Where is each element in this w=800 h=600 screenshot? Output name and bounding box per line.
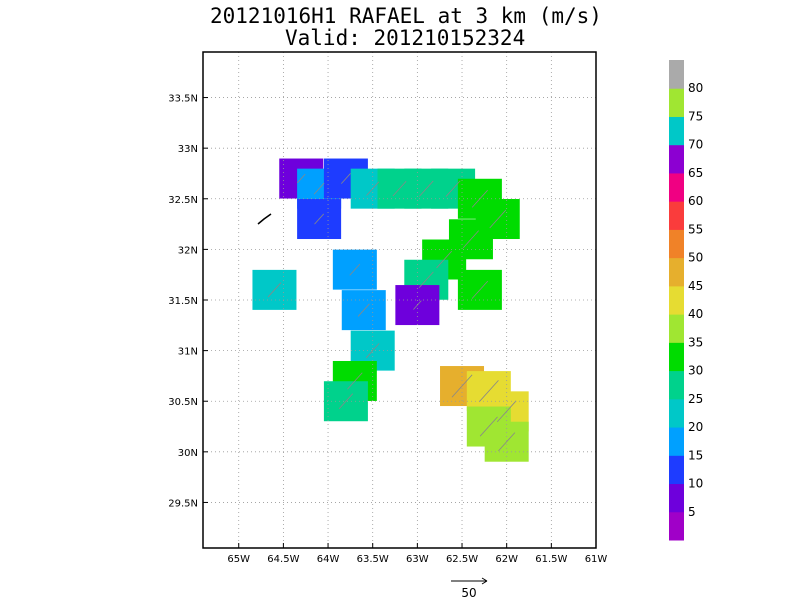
x-tick-label-4: 63W [406, 554, 429, 565]
x-tick-label-2: 64W [317, 554, 340, 565]
y-axis-ticks: 29.5N 30N 30.5N 31N 31.5N 32N 32.5N 33N 33.5N [168, 94, 208, 509]
x-axis-ticks: 65W 64.5W 64W 63.5W 63W 62.5W 62W 61.5W 61W [227, 543, 607, 565]
chart-title: 20121016H1 RAFAEL at 3 km (m/s) [210, 4, 602, 28]
wind-speed-cells [252, 158, 529, 462]
colorbar-label-1: 10 [688, 477, 703, 491]
colorbar-segment-13 [669, 144, 684, 174]
colorbar-segment-8 [669, 285, 684, 315]
wind-vector-15 [349, 263, 361, 276]
colorbar-label-7: 40 [688, 307, 703, 321]
colorbar-segment-0 [669, 511, 684, 541]
island-mark [257, 213, 272, 225]
colorbar-segment-11 [669, 201, 684, 230]
wind-vector-24 [479, 416, 498, 437]
y-tick-label-5: 32N [178, 245, 198, 256]
colorbar-segment-4 [669, 398, 684, 428]
wind-vector-2 [341, 173, 351, 184]
colorbar-label-3: 20 [688, 420, 703, 434]
wind-vector-25 [498, 432, 516, 452]
colorbar-segment-2 [669, 455, 684, 485]
wind-vector-10 [436, 250, 453, 269]
wind-vector-8 [489, 209, 507, 229]
x-tick-label-3: 63.5W [357, 554, 389, 565]
colorbar-segment-14 [669, 116, 684, 146]
wind-vector-11 [418, 271, 434, 288]
chart-subtitle: Valid: 201210152324 [285, 26, 526, 50]
y-tick-label-2: 30.5N [168, 397, 198, 408]
colorbar-label-10: 55 [688, 222, 703, 236]
colorbar-label-0: 5 [688, 505, 696, 519]
wind-vector-13 [471, 280, 489, 299]
colorbar-label-6: 35 [688, 335, 703, 349]
colorbar-label-5: 30 [688, 364, 703, 378]
reference-vector: 50 [451, 577, 488, 600]
colorbar-label-15: 80 [688, 81, 703, 95]
x-tick-label-5: 62.5W [446, 554, 478, 565]
colorbar-label-9: 50 [688, 251, 703, 265]
wind-vector-6 [445, 180, 461, 197]
wind-vector-17 [365, 343, 380, 359]
wind-vector-21 [451, 374, 473, 398]
wind-vector-22 [478, 380, 499, 403]
wind-vector-5 [419, 180, 434, 197]
x-tick-label-6: 62W [495, 554, 518, 565]
wind-vector-14 [314, 213, 325, 225]
wind-vector-4 [392, 181, 407, 197]
wind-vector-23 [496, 400, 517, 423]
colorbar-segment-12 [669, 172, 684, 202]
y-tick-label-6: 32.5N [168, 195, 198, 206]
colorbar-label-11: 60 [688, 194, 703, 208]
colorbar-label-14: 75 [688, 109, 703, 123]
wind-vector-0 [296, 173, 306, 184]
y-tick-label-1: 30N [178, 448, 198, 459]
wind-vector-9 [462, 230, 479, 249]
x-tick-label-0: 65W [227, 554, 250, 565]
colorbar-segment-3 [669, 427, 684, 456]
colorbar-segment-15 [669, 88, 684, 117]
colorbar-segment-5 [669, 370, 684, 400]
colorbar-label-13: 70 [688, 138, 703, 152]
reference-vector-head [481, 577, 488, 585]
colorbar-segment-10 [669, 229, 684, 259]
wind-vector-1 [313, 182, 325, 195]
y-tick-label-7: 33N [178, 144, 198, 155]
colorbar-segment-16 [669, 60, 684, 89]
y-tick-label-4: 31.5N [168, 296, 198, 307]
colorbar: 5 10 15 20 25 30 35 40 45 50 55 60 65 70 75 80 [669, 60, 703, 541]
colorbar-label-4: 25 [688, 392, 703, 406]
colorbar-segment-9 [669, 257, 684, 287]
wind-vector-19 [338, 393, 354, 410]
colorbar-segment-7 [669, 314, 684, 343]
x-tick-label-1: 64.5W [267, 554, 299, 565]
wind-vector-12 [413, 300, 422, 310]
colorbar-segment-1 [669, 483, 684, 513]
y-tick-label-3: 31N [178, 347, 198, 358]
y-tick-label-0: 29.5N [168, 498, 198, 509]
reference-vector-label: 50 [461, 586, 476, 600]
colorbar-label-2: 15 [688, 448, 703, 462]
y-tick-label-8: 33.5N [168, 94, 198, 105]
colorbar-segment-6 [669, 342, 684, 372]
wind-vectors [267, 173, 517, 452]
wind-vector-18 [347, 372, 363, 390]
colorbar-label-8: 45 [688, 279, 703, 293]
x-tick-label-8: 61W [585, 554, 608, 565]
wind-vector-20 [267, 282, 282, 298]
colorbar-label-12: 65 [688, 166, 703, 180]
wind-vector-16 [357, 303, 370, 317]
x-tick-label-7: 61.5W [535, 554, 567, 565]
